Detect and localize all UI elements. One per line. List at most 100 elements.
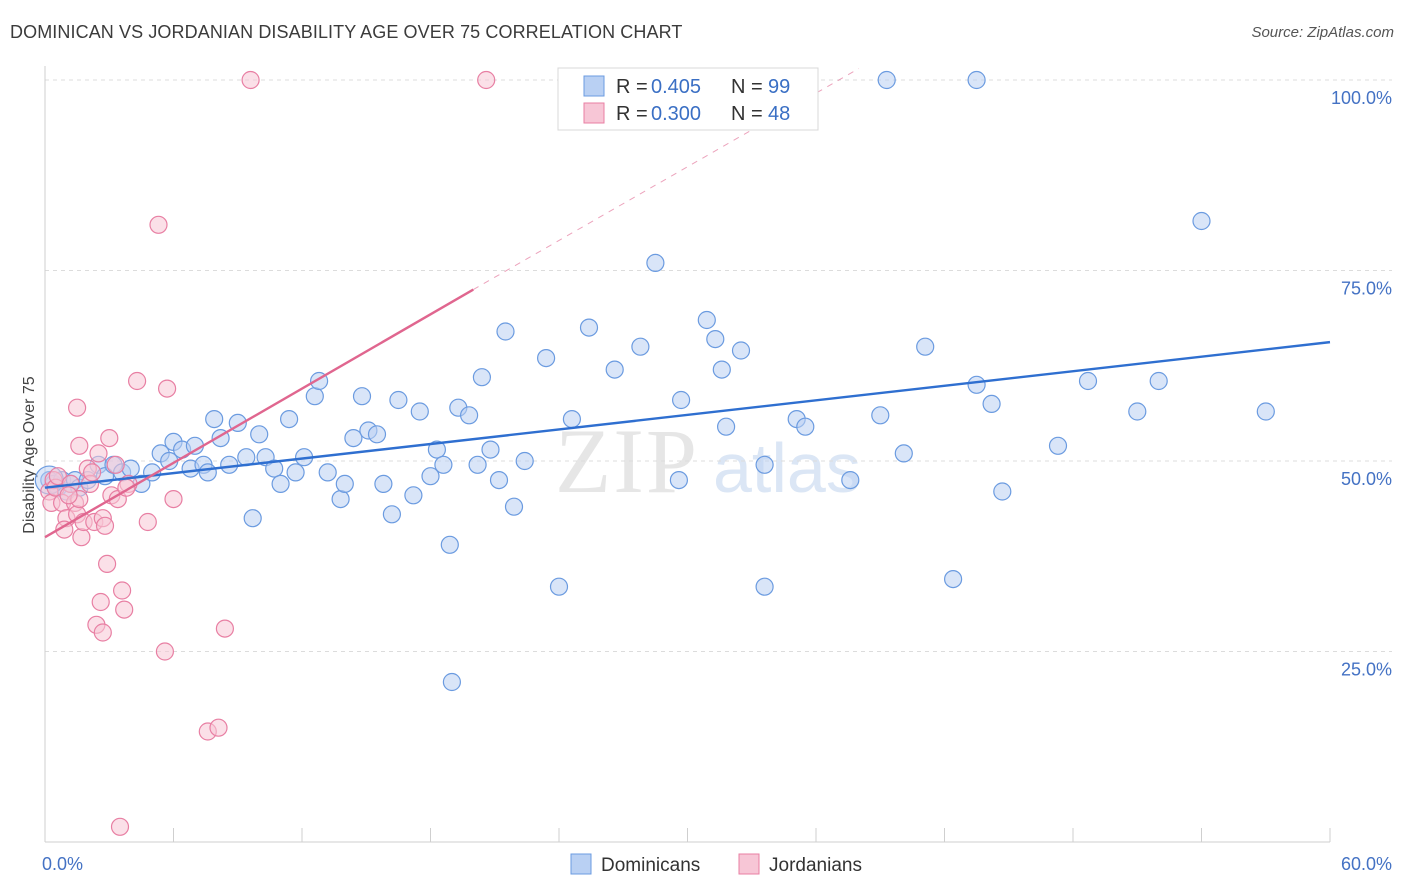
point-jordanians — [115, 600, 134, 619]
point-dominicans — [536, 349, 556, 368]
point-dominicans — [374, 474, 393, 493]
point-dominicans — [549, 577, 569, 596]
point-dominicans — [410, 402, 429, 421]
point-dominicans — [1192, 211, 1211, 231]
point-jordanians — [138, 512, 157, 532]
legend-r-value-jordanians: 0.300 — [651, 103, 701, 125]
bottom-legend-swatch-jordanians — [738, 853, 760, 875]
point-dominicans — [871, 406, 890, 425]
legend-n-label-dominicans: N = — [731, 76, 763, 98]
point-dominicans — [404, 486, 423, 505]
point-jordanians — [112, 581, 132, 600]
point-jordanians — [128, 371, 147, 391]
point-dominicans — [755, 577, 774, 596]
trendline-dominicans — [44, 340, 1331, 489]
y-tick-label-100: 100.0% — [1331, 88, 1392, 108]
x-tick-label-max: 60.0% — [1341, 854, 1392, 874]
point-dominicans — [605, 360, 624, 379]
bottom-legend-label-dominicans: Dominicans — [601, 855, 700, 876]
point-dominicans — [646, 253, 665, 272]
point-dominicans — [318, 463, 337, 482]
series-jordanians — [40, 70, 496, 836]
point-jordanians — [155, 642, 174, 661]
legend-swatch-jordanians — [583, 102, 605, 124]
point-dominicans — [265, 459, 284, 478]
legend-swatch-dominicans — [583, 75, 605, 97]
series-legend: Dominicans Jordanians — [570, 853, 862, 876]
point-dominicans — [286, 463, 305, 482]
source-label: Source: ZipAtlas.com — [1251, 24, 1394, 41]
point-jordanians — [158, 379, 177, 398]
point-dominicans — [562, 410, 582, 429]
legend-n-value-dominicans: 99 — [768, 76, 790, 98]
point-jordanians — [82, 463, 102, 482]
point-dominicans — [305, 387, 324, 406]
watermark-atlas: atlas — [713, 429, 861, 507]
point-jordanians — [110, 817, 130, 836]
point-dominicans — [496, 322, 515, 341]
point-dominicans — [712, 360, 731, 379]
y-axis-title: Disability Age Over 75 — [21, 376, 38, 534]
point-jordanians — [477, 70, 496, 90]
point-dominicans — [481, 440, 500, 459]
point-jordanians — [72, 528, 91, 547]
stats-legend: R = 0.405 N = 99 R = 0.300 N = 48 — [557, 67, 819, 131]
bottom-legend-label-jordanians: Jordanians — [769, 855, 862, 876]
point-dominicans — [697, 310, 716, 330]
point-dominicans — [706, 330, 725, 349]
point-dominicans — [631, 337, 650, 356]
point-dominicans — [1048, 436, 1068, 455]
point-dominicans — [877, 70, 896, 90]
trendline-jordanians — [44, 288, 474, 539]
point-dominicans — [841, 471, 860, 490]
point-dominicans — [1256, 402, 1275, 421]
point-jordanians — [89, 444, 108, 463]
point-dominicans — [579, 318, 599, 337]
point-dominicans — [382, 505, 401, 524]
point-dominicans — [250, 425, 269, 444]
point-dominicans — [121, 459, 140, 478]
point-dominicans — [967, 375, 986, 394]
y-tick-label-75: 75.0% — [1341, 279, 1392, 299]
legend-r-value-dominicans: 0.405 — [651, 76, 701, 98]
point-dominicans — [468, 455, 487, 474]
point-dominicans — [427, 440, 446, 459]
legend-r-label-dominicans: R = — [616, 76, 648, 98]
legend-n-label-jordanians: N = — [731, 103, 763, 125]
point-jordanians — [59, 486, 78, 505]
bottom-legend-swatch-dominicans — [570, 853, 592, 875]
point-dominicans — [331, 490, 350, 509]
point-jordanians — [241, 70, 260, 90]
trendlines — [44, 68, 1331, 539]
point-dominicans — [515, 451, 534, 471]
x-tick-labels: 0.0% 60.0% — [42, 854, 1392, 874]
point-dominicans — [421, 467, 440, 486]
point-dominicans — [271, 474, 290, 493]
axes — [44, 66, 1331, 843]
point-dominicans — [344, 429, 363, 448]
legend-n-value-jordanians: 48 — [768, 103, 790, 125]
point-dominicans — [352, 387, 372, 406]
point-dominicans — [943, 569, 963, 589]
watermark: ZIP atlas — [555, 410, 861, 512]
point-dominicans — [982, 394, 1001, 413]
point-dominicans — [367, 425, 387, 444]
point-dominicans — [993, 482, 1012, 501]
point-jordanians — [70, 436, 89, 455]
point-jordanians — [95, 516, 115, 535]
point-dominicans — [716, 417, 736, 436]
point-dominicans — [731, 341, 751, 360]
point-dominicans — [489, 471, 509, 490]
point-dominicans — [198, 463, 217, 482]
point-jordanians — [106, 455, 125, 474]
point-jordanians — [97, 554, 117, 574]
point-dominicans — [434, 455, 453, 474]
point-dominicans — [894, 444, 913, 463]
series-dominicans — [34, 70, 1275, 692]
point-dominicans — [669, 471, 689, 490]
point-dominicans — [243, 509, 262, 528]
point-dominicans — [755, 455, 774, 474]
point-dominicans — [671, 390, 691, 410]
legend-r-label-jordanians: R = — [616, 103, 648, 125]
